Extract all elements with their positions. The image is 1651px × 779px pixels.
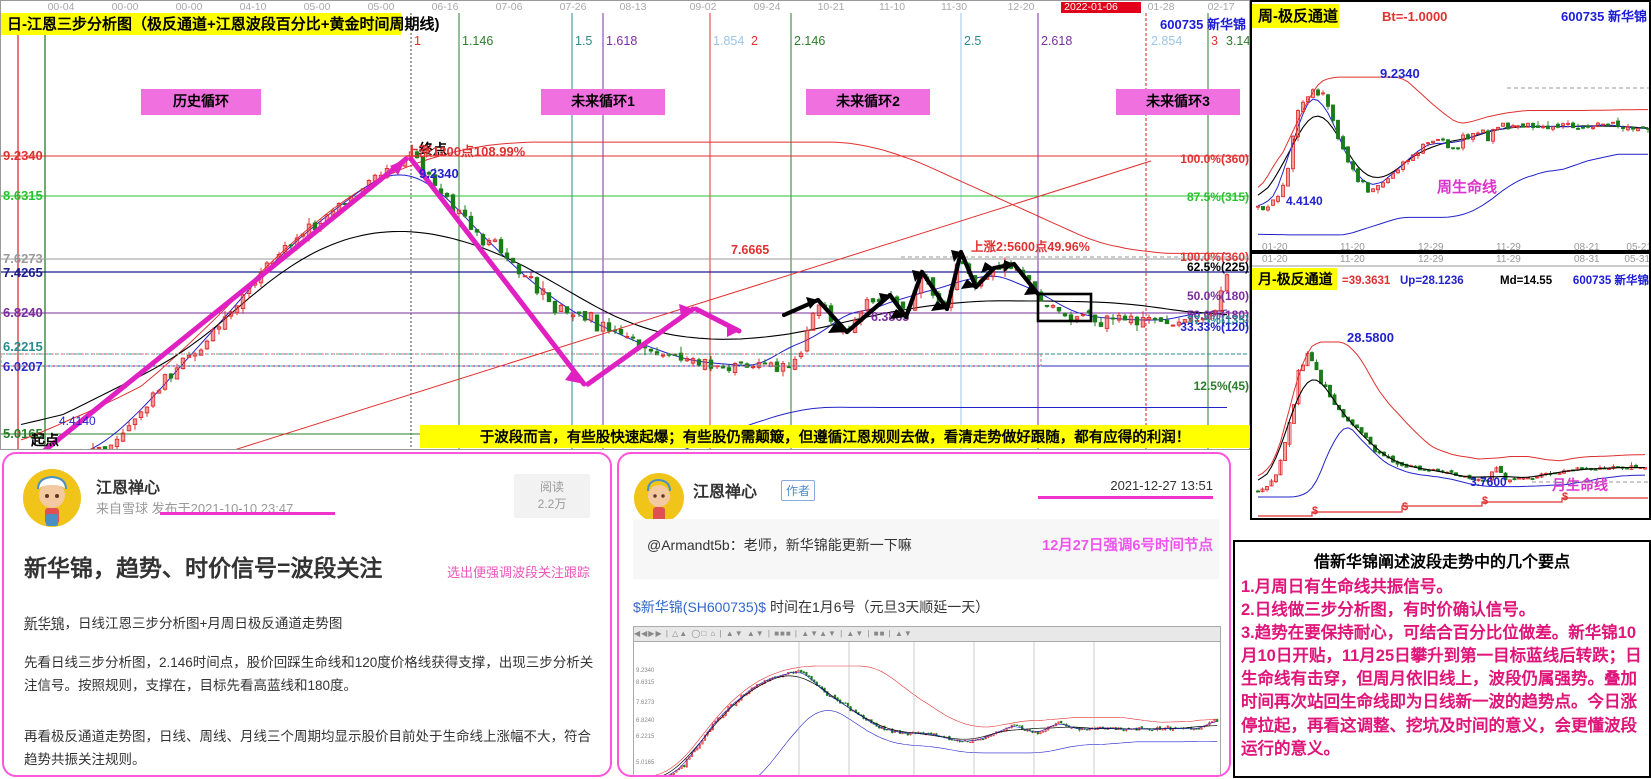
svg-text:11-30: 11-30 [941, 1, 967, 13]
svg-text:3.146: 3.146 [1226, 34, 1250, 48]
svg-text:06-16: 06-16 [432, 1, 459, 13]
svg-text:$: $ [1312, 505, 1318, 517]
svg-text:未来循环3: 未来循环3 [1146, 93, 1210, 109]
svg-text:2.5: 2.5 [964, 34, 981, 48]
svg-text:05-21: 05-21 [1626, 242, 1651, 252]
svg-text:7.4265: 7.4265 [3, 265, 43, 280]
svg-text:8.6315: 8.6315 [3, 188, 43, 203]
svg-text:08-31: 08-31 [1574, 254, 1600, 265]
svg-text:历史循环: 历史循环 [173, 93, 229, 109]
svg-text:日-江恩三步分析图（极反通道+江恩波段百分比+黄金时间周期线: 日-江恩三步分析图（极反通道+江恩波段百分比+黄金时间周期线) [7, 15, 440, 33]
svg-text:Md=14.55: Md=14.55 [1500, 275, 1553, 287]
svg-text:$: $ [1482, 495, 1488, 507]
svg-text:6.2215: 6.2215 [3, 339, 43, 354]
svg-text:未来循环1: 未来循环1 [571, 93, 635, 109]
svg-text:7.6273: 7.6273 [636, 700, 655, 706]
svg-text:上涨1200点108.99%: 上涨1200点108.99% [406, 144, 526, 159]
svg-text:12-20: 12-20 [1008, 1, 1035, 13]
svg-text:600735 新华锦: 600735 新华锦 [1573, 273, 1649, 287]
svg-text:=39.3631: =39.3631 [1342, 275, 1391, 287]
svg-text:07-06: 07-06 [496, 1, 523, 13]
svg-text:11-29: 11-29 [1496, 242, 1521, 252]
svg-text:00-04: 00-04 [48, 1, 75, 13]
svg-text:62.5%(225): 62.5%(225) [1187, 260, 1249, 274]
svg-text:2.854: 2.854 [1151, 34, 1182, 48]
svg-text:1.5: 1.5 [575, 34, 592, 48]
svg-text:6.8240: 6.8240 [636, 718, 655, 724]
svg-text:600735 新华锦: 600735 新华锦 [1561, 9, 1647, 24]
svg-text:12.5%(45): 12.5%(45) [1194, 379, 1249, 393]
svg-text:5.0165: 5.0165 [636, 760, 655, 766]
svg-text:2: 2 [751, 34, 758, 48]
svg-text:2022-01-06: 2022-01-06 [1064, 1, 1118, 13]
svg-text:未来循环2: 未来循环2 [836, 93, 900, 109]
svg-text:3: 3 [1211, 34, 1218, 48]
svg-text:01-28: 01-28 [1148, 1, 1175, 13]
svg-text:2.618: 2.618 [1041, 34, 1072, 48]
svg-text:04-10: 04-10 [240, 1, 267, 13]
svg-text:00-00: 00-00 [176, 1, 203, 13]
svg-text:2.146: 2.146 [794, 34, 825, 48]
svg-text:Up=28.1236: Up=28.1236 [1400, 275, 1464, 287]
svg-text:01-20: 01-20 [1262, 242, 1288, 252]
svg-text:月-极反通道: 月-极反通道 [1257, 271, 1333, 287]
svg-text:600735 新华锦: 600735 新华锦 [1160, 17, 1246, 32]
svg-text:87.5%(315): 87.5%(315) [1187, 190, 1249, 204]
svg-text:6.2215: 6.2215 [636, 734, 655, 740]
svg-text:周-极反通道: 周-极反通道 [1258, 7, 1338, 25]
svg-text:33.33%(120): 33.33%(120) [1180, 320, 1249, 334]
svg-text:10-21: 10-21 [818, 1, 845, 13]
svg-text:1.146: 1.146 [462, 34, 493, 48]
svg-text:4.4140: 4.4140 [1286, 194, 1323, 208]
svg-text:02-17: 02-17 [1208, 1, 1235, 13]
svg-text:05-31: 05-31 [1624, 254, 1650, 265]
svg-text:6.8240: 6.8240 [3, 305, 43, 320]
svg-text:01-20: 01-20 [1262, 254, 1288, 265]
svg-text:4.4140: 4.4140 [59, 414, 96, 428]
svg-text:11-20: 11-20 [1340, 242, 1365, 252]
svg-text:09-24: 09-24 [754, 1, 781, 13]
svg-text:1.618: 1.618 [606, 34, 637, 48]
svg-text:Bt=-1.0000: Bt=-1.0000 [1382, 9, 1447, 24]
svg-text:05-00: 05-00 [304, 1, 331, 13]
svg-text:7.6273: 7.6273 [3, 251, 43, 266]
svg-text:50.0%(180): 50.0%(180) [1187, 289, 1249, 303]
svg-text:08-13: 08-13 [620, 1, 647, 13]
svg-text:7.6665: 7.6665 [731, 243, 769, 257]
svg-text:100.0%(360): 100.0%(360) [1180, 152, 1249, 166]
svg-text:08-21: 08-21 [1574, 242, 1600, 252]
svg-text:11-29: 11-29 [1496, 254, 1521, 265]
svg-text:09-02: 09-02 [690, 1, 717, 13]
svg-text:12-29: 12-29 [1418, 242, 1444, 252]
svg-text:12-29: 12-29 [1418, 254, 1444, 265]
svg-text:9.2340: 9.2340 [1380, 66, 1420, 81]
svg-text:1.854: 1.854 [713, 34, 744, 48]
svg-text:11-20: 11-20 [1340, 254, 1365, 265]
svg-text:11-10: 11-10 [879, 1, 905, 13]
svg-text:月生命线: 月生命线 [1551, 477, 1608, 493]
svg-text:07-26: 07-26 [560, 1, 587, 13]
svg-text:上涨2:5600点49.96%: 上涨2:5600点49.96% [971, 239, 1090, 254]
svg-text:$: $ [1402, 501, 1408, 513]
svg-text:9.2340: 9.2340 [636, 668, 655, 674]
svg-text:05-00: 05-00 [368, 1, 395, 13]
svg-text:28.5800: 28.5800 [1347, 330, 1394, 345]
svg-text:1: 1 [414, 34, 421, 48]
svg-text:9.2340: 9.2340 [419, 166, 459, 181]
svg-text:周生命线: 周生命线 [1437, 178, 1497, 196]
svg-text:9.2340: 9.2340 [3, 148, 43, 163]
svg-text:3.7600: 3.7600 [1470, 475, 1507, 489]
svg-text:8.6315: 8.6315 [636, 680, 655, 686]
svg-text:00-00: 00-00 [112, 1, 139, 13]
svg-text:起点: 起点 [30, 432, 59, 448]
